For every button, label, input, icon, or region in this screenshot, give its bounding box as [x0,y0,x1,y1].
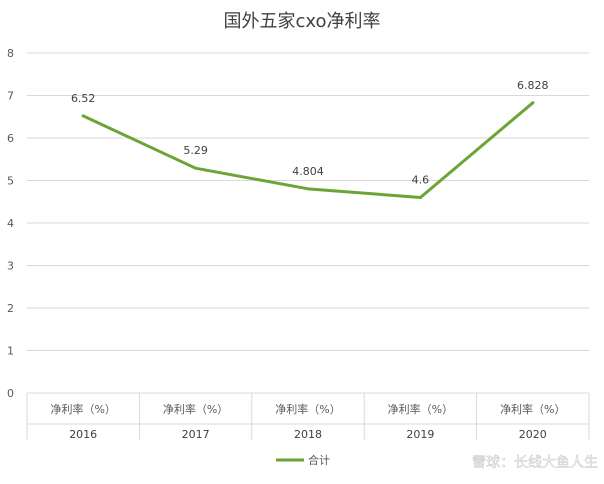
data-point [531,101,535,105]
y-tick-label: 6 [7,132,14,145]
x-category-year-label: 2019 [406,428,434,441]
legend-series-label: 合计 [308,453,330,467]
x-category-metric-label: 净利率（%） [50,402,115,416]
x-category-metric-label: 净利率（%） [500,402,565,416]
y-tick-label: 5 [7,175,14,188]
x-category-metric-label: 净利率（%） [388,402,453,416]
data-label: 5.29 [183,144,208,157]
x-category-year-label: 2020 [519,428,547,441]
chart-title: 国外五家cxo净利率 [223,11,380,32]
data-label: 6.828 [517,79,549,92]
data-label: 6.52 [71,92,96,105]
data-point [194,166,198,170]
data-point [418,196,422,199]
y-tick-label: 3 [7,260,14,273]
gridlines [27,52,589,394]
y-tick-label: 2 [7,302,14,315]
series-lines [81,101,535,199]
y-tick-label: 4 [7,217,14,230]
y-tick-label: 7 [7,90,14,103]
series-line-0 [81,101,535,199]
data-label: 4.804 [292,165,324,178]
x-category-metric-label: 净利率（%） [163,402,228,416]
x-category-year-label: 2017 [182,428,210,441]
watermark: 雪球：长线大鱼人生 [472,454,598,471]
data-point [306,187,310,191]
x-axis-categories: 净利率（%） 2016 净利率（%） 2017 净利率（%） 2018 净利率（%） 2019… [26,393,590,441]
y-tick-label: 8 [7,47,14,60]
x-category-metric-label: 净利率（%） [275,402,340,416]
y-axis-tick-labels: 0 1 2 3 4 5 6 7 8 [7,47,14,400]
y-tick-label: 0 [7,387,14,400]
x-category-year-label: 2018 [294,428,322,441]
data-labels: 6.52 5.29 4.804 4.6 6.828 [71,79,549,187]
data-label: 4.6 [412,174,430,187]
y-tick-label: 1 [7,345,14,358]
x-category-year-label: 2016 [69,428,97,441]
data-point [81,114,85,118]
legend: 合计 [276,453,330,467]
